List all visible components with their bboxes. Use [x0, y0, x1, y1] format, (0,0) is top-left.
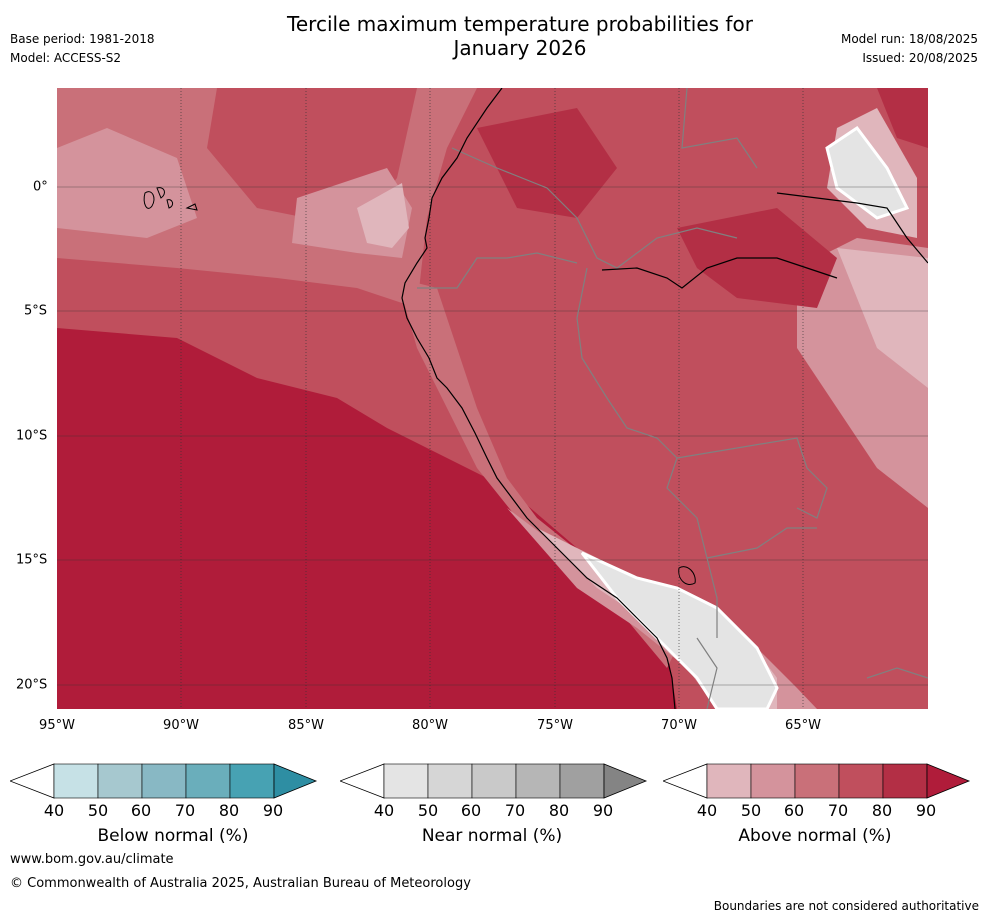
colorbar-segment [383, 763, 429, 799]
y-tick-4: 20°S [16, 677, 48, 693]
cb-above-tick-60: 60 [783, 801, 805, 820]
colorbar-above-svg [661, 763, 971, 799]
colorbar-near-label: Near normal (%) [421, 826, 563, 846]
colorbar-low-extend [661, 763, 708, 799]
colorbar-segment [794, 763, 840, 799]
cb-below-tick-80: 80 [218, 801, 240, 820]
x-tick-6: 65°W [785, 718, 821, 733]
x-tick-3: 80°W [412, 718, 448, 733]
model-run: Model run: 18/08/2025 [840, 32, 978, 46]
footer-disclaimer: Boundaries are not considered authoritat… [713, 899, 979, 913]
cb-above-tick-90: 90 [915, 801, 937, 820]
y-tick-0: 0° [33, 179, 48, 195]
y-tick-3: 15°S [16, 552, 48, 568]
x-tick-2: 85°W [288, 718, 324, 733]
colorbar-segment [97, 763, 143, 799]
colorbar-high-extend [926, 763, 971, 799]
colorbar-segment [838, 763, 884, 799]
colorbar-low-extend [8, 763, 55, 799]
lake-titicaca [678, 566, 696, 585]
colorbar-low-extend [338, 763, 385, 799]
region-40-50-coast [357, 183, 409, 248]
colorbar-near-svg [338, 763, 648, 799]
cb-above-tick-70: 70 [827, 801, 849, 820]
cb-near-tick-80: 80 [548, 801, 570, 820]
colorbar-segment [141, 763, 187, 799]
colorbar-below [8, 762, 320, 806]
colorbar-above [661, 762, 973, 806]
colorbar-below-label: Below normal (%) [97, 826, 249, 846]
colorbar-segment [559, 763, 605, 799]
cb-below-tick-40: 40 [43, 801, 65, 820]
y-tick-1: 5°S [24, 303, 48, 319]
map-svg [57, 88, 928, 709]
colorbar-segment [229, 763, 275, 799]
region-near-normal-ne [825, 125, 910, 220]
region-80-90-ne-corner [877, 88, 928, 148]
cb-above-tick-80: 80 [871, 801, 893, 820]
title-line-2: January 2026 [453, 36, 587, 60]
colorbar-segment [185, 763, 231, 799]
colorbar-segment [53, 763, 99, 799]
cb-above-tick-40: 40 [696, 801, 718, 820]
issued-date: Issued: 20/08/2025 [862, 51, 978, 65]
probability-map [57, 88, 928, 709]
galapagos-islands [143, 187, 198, 211]
cb-below-tick-70: 70 [174, 801, 196, 820]
region-80-90-north [477, 108, 617, 218]
footer-url: www.bom.gov.au/climate [10, 852, 174, 867]
colorbar-segment [427, 763, 473, 799]
colorbar-segment [882, 763, 928, 799]
cb-near-tick-90: 90 [592, 801, 614, 820]
x-tick-5: 70°W [661, 718, 697, 733]
region-40-50-east [837, 248, 928, 388]
colorbar-high-extend [603, 763, 648, 799]
colorbar-high-extend [273, 763, 318, 799]
model-name: Model: ACCESS-S2 [10, 51, 122, 65]
coastline [401, 88, 928, 709]
x-tick-0: 95°W [39, 718, 75, 733]
colorbar-below-svg [8, 763, 318, 799]
cb-near-tick-70: 70 [504, 801, 526, 820]
base-period: Base period: 1981-2018 [10, 32, 155, 46]
colorbar-segment [706, 763, 752, 799]
colorbar-segment [471, 763, 517, 799]
x-tick-4: 75°W [537, 718, 573, 733]
region-50-60-nw [57, 128, 197, 238]
colorbar-segment [515, 763, 561, 799]
cb-near-tick-50: 50 [417, 801, 439, 820]
cb-near-tick-60: 60 [460, 801, 482, 820]
page-title: Tercile maximum temperature probabilitie… [0, 12, 988, 60]
y-tick-2: 10°S [16, 428, 48, 444]
title-line-1: Tercile maximum temperature probabilitie… [287, 12, 753, 36]
cb-near-tick-40: 40 [373, 801, 395, 820]
colorbar-near [338, 762, 650, 806]
colorbar-above-label: Above normal (%) [738, 826, 892, 846]
cb-below-tick-60: 60 [130, 801, 152, 820]
cb-below-tick-50: 50 [87, 801, 109, 820]
cb-below-tick-90: 90 [262, 801, 284, 820]
country-borders [417, 88, 928, 709]
colorbar-segment [750, 763, 796, 799]
footer-copyright: © Commonwealth of Australia 2025, Austra… [10, 876, 471, 891]
region-80-90-ocean [57, 328, 677, 709]
x-tick-1: 90°W [163, 718, 199, 733]
cb-above-tick-50: 50 [740, 801, 762, 820]
parallel-lines [57, 186, 928, 686]
